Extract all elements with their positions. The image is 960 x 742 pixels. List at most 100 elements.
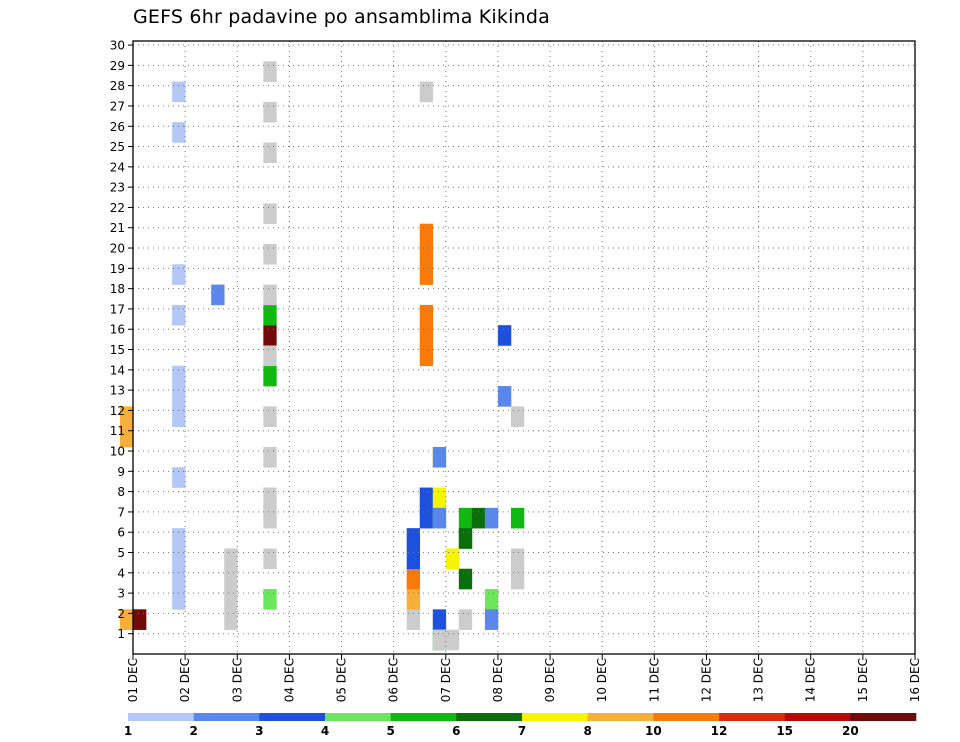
y-tick-label: 15 <box>110 343 125 357</box>
y-tick-label: 21 <box>110 221 125 235</box>
legend-label: 15 <box>776 724 793 738</box>
heatmap-cell <box>224 609 238 630</box>
frame-layer <box>132 40 916 655</box>
x-tick-label: 03 DEC <box>230 658 244 702</box>
y-tick-label: 30 <box>110 39 125 53</box>
heatmap-cell <box>133 609 147 630</box>
heatmap-cell <box>224 568 238 590</box>
plot-frame <box>132 40 916 655</box>
y-tick-label: 29 <box>110 59 125 73</box>
heatmap-cell <box>510 406 525 427</box>
heatmap-cell <box>263 365 277 387</box>
x-tick-label: 02 DEC <box>178 658 192 702</box>
heatmap-cell <box>263 61 277 82</box>
legend-label: 8 <box>583 724 591 738</box>
x-axis: 01 DEC 02 DEC 03 DEC 04 DEC 05 DEC 06 DEC 07 D… <box>126 654 922 702</box>
heatmap-cell <box>263 446 277 468</box>
heatmap-cell <box>419 345 434 367</box>
legend-swatch <box>456 713 523 721</box>
legend-label: 4 <box>321 724 329 738</box>
heatmap-cell <box>263 142 277 164</box>
heatmap-cell <box>419 81 434 103</box>
y-tick-label: 14 <box>110 363 125 377</box>
heatmap-cell <box>510 507 525 529</box>
y-tick-label: 6 <box>117 526 125 540</box>
legend-swatch <box>325 713 391 721</box>
heatmap-cell <box>172 568 186 590</box>
legend: 1 2 3 4 5 6 7 8 10 12 15 20 <box>124 713 917 738</box>
heatmap-cell <box>119 406 134 427</box>
heatmap-cell <box>263 507 277 529</box>
y-axis: 1234567891011121314151617181920212223242… <box>110 39 133 641</box>
heatmap-cell <box>263 345 277 367</box>
heatmap-cell <box>406 528 421 549</box>
legend-swatch <box>390 713 457 721</box>
legend-label: 10 <box>645 724 662 738</box>
y-tick-label: 17 <box>110 302 125 316</box>
legend-swatch <box>587 713 654 721</box>
heatmap-cell <box>432 507 447 529</box>
legend-swatch <box>653 713 720 721</box>
heatmap-cell <box>432 446 447 468</box>
x-tick-label: 09 DEC <box>543 658 557 702</box>
heatmap-cell <box>119 609 134 630</box>
heatmap-cell <box>172 122 186 143</box>
y-tick-label: 20 <box>110 242 125 256</box>
legend-label: 6 <box>452 724 460 738</box>
y-tick-label: 26 <box>110 120 125 134</box>
x-tick-label: 14 DEC <box>804 658 818 702</box>
legend-swatch <box>522 713 588 721</box>
legend-swatch <box>259 713 326 721</box>
y-tick-label: 25 <box>110 140 125 154</box>
heatmap-cell <box>172 386 186 407</box>
x-tick-label: 08 DEC <box>491 658 505 702</box>
heatmap-cell <box>172 81 186 103</box>
x-tick-label: 13 DEC <box>752 658 766 702</box>
y-tick-label: 4 <box>117 566 125 580</box>
legend-label: 3 <box>255 724 263 738</box>
heatmap-cell <box>211 284 225 306</box>
heatmap-cell <box>172 528 186 549</box>
y-tick-label: 28 <box>110 79 125 93</box>
heatmap-cell <box>172 548 186 570</box>
heatmap-cell <box>484 589 499 610</box>
heatmap-cell <box>458 568 473 590</box>
legend-label: 12 <box>711 724 728 738</box>
heatmap-cell <box>432 629 447 651</box>
x-tick-label: 16 DEC <box>908 658 922 702</box>
y-tick-label: 2 <box>117 607 125 621</box>
y-tick-label: 18 <box>110 282 125 296</box>
heatmap-cell <box>172 264 186 285</box>
x-tick-label: 06 DEC <box>387 658 401 702</box>
heatmap-cell <box>419 304 434 326</box>
heatmap-cell <box>263 284 277 306</box>
y-tick-label: 3 <box>117 587 125 601</box>
legend-label: 1 <box>124 724 132 738</box>
heatmap-cell <box>406 589 421 610</box>
y-tick-label: 19 <box>110 262 125 276</box>
heatmap-cell <box>432 487 447 509</box>
y-tick-label: 10 <box>110 445 125 459</box>
legend-label: 2 <box>189 724 197 738</box>
heatmap-cell <box>263 487 277 509</box>
heatmap-cell <box>224 589 238 610</box>
heatmap-cell <box>497 325 512 346</box>
heatmap-cell <box>445 629 460 651</box>
heatmap-cell <box>419 507 434 529</box>
heatmap-cell <box>458 609 473 630</box>
legend-label: 7 <box>518 724 526 738</box>
y-tick-label: 13 <box>110 384 125 398</box>
heatmap-cell <box>263 101 277 123</box>
heatmap-cell <box>172 304 186 326</box>
y-tick-label: 12 <box>110 404 125 418</box>
y-tick-label: 8 <box>117 485 125 499</box>
legend-swatch <box>719 713 785 721</box>
heatmap-cell <box>406 548 421 570</box>
heatmap-cell <box>172 589 186 610</box>
heatmap-cell <box>458 507 473 529</box>
heatmap-cell <box>263 325 277 346</box>
heatmap-cell <box>471 507 486 529</box>
heatmap-cell <box>224 548 238 570</box>
heatmap-cell <box>172 467 186 488</box>
x-tick-label: 04 DEC <box>282 658 296 702</box>
